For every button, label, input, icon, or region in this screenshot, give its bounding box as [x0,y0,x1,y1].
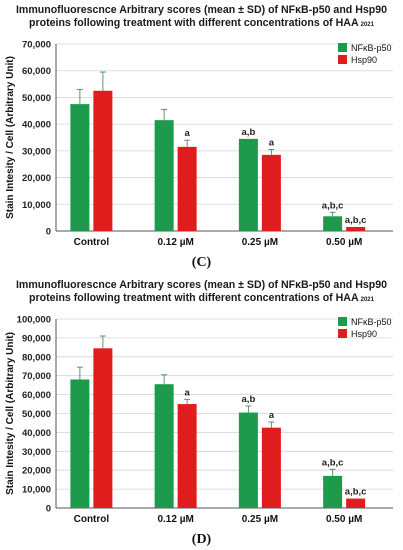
bar-nfkb [323,216,343,231]
bar-nfkb [238,138,258,231]
legend-swatch [338,329,347,338]
y-tick-label: 100,000 [17,315,51,326]
legend-label: Hsp90 [351,329,377,339]
bar-hsp90 [177,146,197,231]
bar-chart-d: 0 10,000 20,000 30,000 40,000 50,000 60,000 70,… [5,315,393,525]
significance-label: a [269,138,275,149]
bar-hsp90 [346,226,366,231]
y-tick-label: 30,000 [22,447,51,458]
chart-title: Immunofluorescnce Arbitrary scores (mean… [0,279,403,307]
chart-title-subscript: 2021 [360,22,374,28]
y-tick-label: 0 [46,227,51,238]
significance-label: a,b,c [322,457,344,468]
significance-label: a [184,387,190,398]
chart-title-line2: proteins following treatment with differ… [29,17,359,29]
bar-nfkb [70,104,90,231]
legend-label: Hsp90 [351,55,377,65]
x-tick-label: 0.25 µM [242,514,278,525]
y-axis-label: Stain Intesity / Cell (Arbitrary Unit) [5,332,16,495]
x-tick-label: Control [74,237,110,248]
y-tick-label: 70,000 [22,371,51,382]
bar-nfkb [154,120,174,231]
bar-hsp90 [93,90,113,231]
y-tick-label: 10,000 [22,200,51,211]
legend-swatch [338,55,347,64]
y-tick-label: 20,000 [22,466,51,477]
chart-title: Immunofluorescnce Arbitrary scores (mean… [0,4,403,32]
bar-chart-c: 0 10,000 20,000 30,000 40,000 50,000 60,000 70,… [5,40,393,248]
y-tick-label: 20,000 [22,173,51,184]
y-axis-label: Stain Intesity / Cell (Arbitrary Unit) [5,56,16,219]
significance-label: a,b [242,394,256,405]
x-tick-label: Control [74,514,110,525]
significance-label: a [184,128,190,139]
y-tick-label: 50,000 [22,409,51,420]
bar-hsp90 [177,404,197,508]
legend-swatch [338,43,347,52]
bar-nfkb [70,379,90,508]
legend-label: NFκB-p50 [351,317,392,327]
x-tick-label: 0.50 µM [326,514,362,525]
y-tick-label: 40,000 [22,120,51,131]
significance-label: a,b,c [322,200,344,211]
chart-title-line2: proteins following treatment with differ… [29,292,359,304]
panel-label-d: (D) [191,532,212,547]
x-tick-label: 0.12 µM [157,237,193,248]
y-tick-label: 40,000 [22,428,51,439]
y-tick-label: 80,000 [22,352,51,363]
bar-hsp90 [93,348,113,508]
bar-nfkb [154,384,174,508]
y-tick-label: 60,000 [22,390,51,401]
x-tick-label: 0.50 µM [326,237,362,248]
bar-hsp90 [346,498,366,508]
significance-label: a [269,410,275,421]
legend-swatch [338,317,347,326]
bar-nfkb [238,412,258,508]
significance-label: a,b [242,127,256,138]
chart-title-line1: Immunofluorescnce Arbitrary scores (mean… [15,4,387,16]
panel-label-c: (C) [191,255,212,270]
bar-hsp90 [261,154,281,231]
y-tick-label: 0 [46,504,51,515]
chart-panel-c: Immunofluorescnce Arbitrary scores (mean… [0,4,403,270]
significance-label: a,b,c [345,487,367,498]
y-tick-label: 60,000 [22,66,51,77]
bar-nfkb [323,475,343,508]
x-tick-label: 0.12 µM [157,514,193,525]
y-tick-label: 50,000 [22,93,51,104]
y-tick-label: 10,000 [22,485,51,496]
y-tick-label: 70,000 [22,40,51,51]
chart-panel-d: Immunofluorescnce Arbitrary scores (mean… [0,275,403,550]
legend-label: NFκB-p50 [351,43,392,53]
y-tick-label: 90,000 [22,333,51,344]
y-tick-label: 30,000 [22,146,51,157]
x-tick-label: 0.25 µM [242,237,278,248]
chart-title-line1: Immunofluorescnce Arbitrary scores (mean… [15,279,387,291]
chart-title-subscript: 2021 [360,297,374,303]
bar-hsp90 [261,427,281,508]
significance-label: a,b,c [345,215,367,226]
